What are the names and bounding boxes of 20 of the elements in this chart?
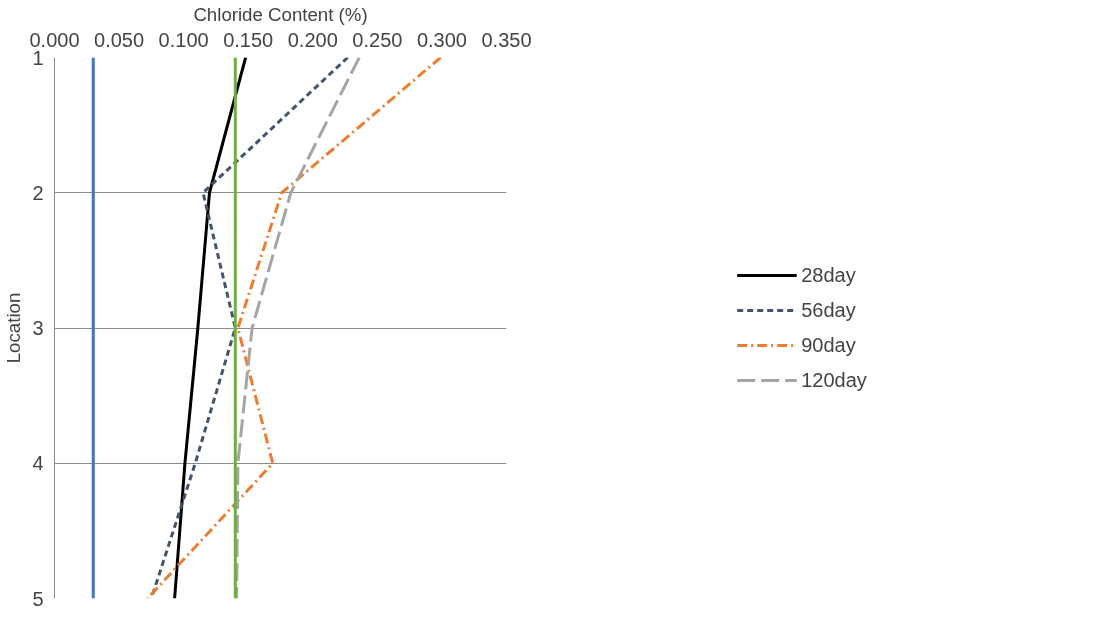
- y-tick-label: 4: [32, 452, 44, 475]
- y-tick-label: 3: [32, 317, 44, 339]
- line-series: [145, 57, 443, 599]
- legend-label: 120day: [801, 368, 867, 392]
- x-tick-label: 0.250: [352, 28, 403, 51]
- legend-label: 56day: [801, 298, 856, 322]
- x-tick-label: 0.100: [158, 28, 209, 51]
- x-tick-label: 0.350: [481, 28, 532, 51]
- x-tick-label: 0.200: [287, 28, 338, 51]
- x-axis-title: Chloride Content (%): [193, 3, 368, 25]
- x-tick-label: 0.050: [94, 28, 145, 51]
- line-series: [173, 57, 248, 599]
- y-tick-label: 5: [32, 587, 44, 610]
- x-tick-label: 0.150: [223, 28, 274, 51]
- y-axis-title: Location: [3, 292, 25, 364]
- legend-label: 90day: [801, 333, 856, 357]
- x-tick-label: 0.300: [416, 28, 467, 51]
- line-series: [235, 57, 361, 599]
- legend-label: 28day: [801, 263, 856, 287]
- y-tick-label: 2: [32, 181, 44, 204]
